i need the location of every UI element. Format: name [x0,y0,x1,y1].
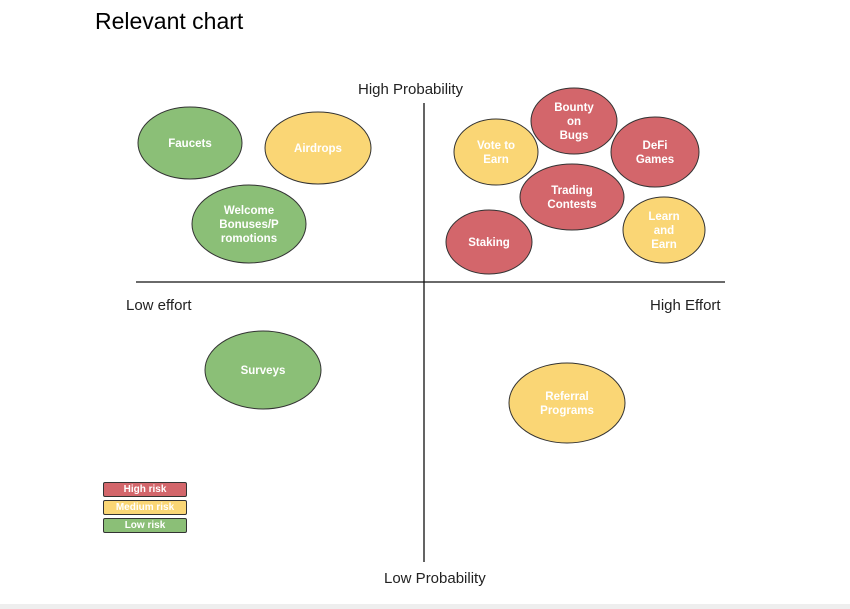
bubble-label-welcome-bonuses-p-romotions: Welcome [224,205,274,217]
bubble-shape-defi-games [610,116,700,188]
bubble-label-defi-games: Games [636,154,674,166]
bubble-learn-and-earn: Learn and Earn [622,196,706,264]
bubble-surveys: Surveys [204,330,322,410]
bubble-shape-airdrops [264,111,372,185]
bubble-shape-faucets [137,106,243,180]
bubble-shape-bounty-on-bugs [530,87,618,155]
bubble-faucets: Faucets [137,106,243,180]
axis-label-low-probability: Low Probability [384,570,486,587]
bubble-welcome-bonuses-p-romotions: Welcome Bonuses/P romotions [191,184,307,264]
bubble-label-vote-to-earn: Vote to [477,140,515,152]
bubble-label-staking: Staking [468,237,510,249]
bubble-shape-vote-to-earn [453,118,539,186]
bubble-label-bounty-on-bugs: Bounty [554,102,594,114]
bubble-trading-contests: Trading Contests [519,163,625,231]
bubble-referral-programs: Referral Programs [508,362,626,444]
legend-medium-risk: Medium risk [103,500,187,515]
bubble-label-referral-programs: Programs [540,405,594,417]
bubble-shape-trading-contests [519,163,625,231]
page-title: Relevant chart [95,8,244,34]
bubble-label-faucets: Faucets [168,138,211,150]
bubble-shape-surveys [204,330,322,410]
bubble-label-vote-to-earn: Earn [483,154,509,166]
bottom-strip [0,604,850,609]
bubble-label-surveys: Surveys [241,365,286,377]
bubble-label-bounty-on-bugs: on [567,116,581,128]
bubble-label-welcome-bonuses-p-romotions: romotions [221,233,277,245]
bubble-label-learn-and-earn: Earn [651,239,677,251]
bubble-label-learn-and-earn: Learn [648,211,679,223]
bubble-vote-to-earn: Vote to Earn [453,118,539,186]
axis-label-low-effort: Low effort [126,297,192,314]
bubble-airdrops: Airdrops [264,111,372,185]
bubble-label-referral-programs: Referral [545,391,588,403]
bubble-label-bounty-on-bugs: Bugs [560,130,589,142]
bubble-shape-welcome-bonuses-p-romotions [191,184,307,264]
axis-label-high-effort: High Effort [650,297,721,314]
bubble-label-trading-contests: Contests [547,199,596,211]
bubble-shape-learn-and-earn [622,196,706,264]
axis-label-high-probability: High Probability [358,81,464,98]
bubble-label-airdrops: Airdrops [294,143,342,155]
bubble-shape-staking [445,209,533,275]
bubble-group: Faucets Airdrops Welcome Bonuses/P romotions… [137,87,706,444]
legend-high-risk: High risk [103,482,187,497]
bubble-label-learn-and-earn: and [654,225,674,237]
bubble-bounty-on-bugs: Bounty on Bugs [530,87,618,155]
legend-low-risk: Low risk [103,518,187,533]
bubble-shape-referral-programs [508,362,626,444]
bubble-label-trading-contests: Trading [551,185,593,197]
bubble-staking: Staking [445,209,533,275]
bubble-label-welcome-bonuses-p-romotions: Bonuses/P [219,219,279,231]
bubble-defi-games: DeFi Games [610,116,700,188]
bubble-label-defi-games: DeFi [643,140,668,152]
